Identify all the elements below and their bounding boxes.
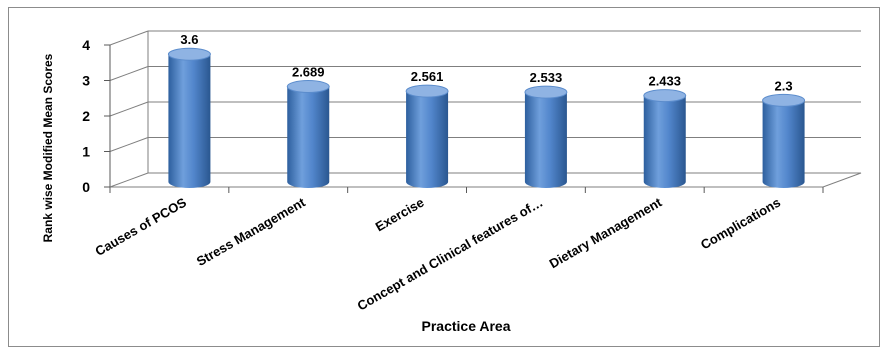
y-tick-label: 3 — [82, 73, 90, 89]
data-label: 2.689 — [292, 65, 325, 80]
y-tick-label: 2 — [82, 108, 90, 124]
bar — [168, 54, 211, 189]
gridline-side — [109, 30, 149, 46]
data-label: 2.533 — [530, 70, 563, 85]
data-label: 2.433 — [648, 74, 681, 89]
gridline-side — [109, 66, 149, 81]
bar-top — [167, 47, 211, 61]
y-tick-label: 1 — [82, 144, 90, 160]
bars — [167, 47, 806, 189]
bar-top — [643, 89, 687, 103]
data-label: 2.561 — [411, 69, 444, 84]
gridline-side — [109, 137, 149, 152]
x-tick-label: Causes of PCOS — [93, 194, 190, 258]
x-tick-label: Stress Management — [194, 194, 308, 269]
gridline-side — [109, 172, 149, 188]
x-tick-label: Concept and Clinical features of… — [355, 195, 546, 314]
bar-top — [762, 93, 806, 107]
bar-top — [405, 84, 449, 98]
bar — [643, 95, 686, 188]
bar-top — [286, 80, 330, 94]
bar — [287, 86, 330, 188]
floor — [110, 172, 862, 188]
y-tick-label: 0 — [82, 179, 90, 195]
bar — [406, 91, 449, 188]
data-label: 2.3 — [775, 78, 793, 93]
gridline-side — [109, 101, 149, 117]
axes — [104, 31, 862, 193]
x-tick-label: Dietary Management — [547, 194, 665, 271]
x-tick-label: Exercise — [373, 195, 427, 235]
bar-top — [524, 85, 568, 99]
data-label: 3.6 — [180, 32, 198, 47]
y-tick-label: 4 — [82, 37, 90, 53]
x-tick-label: Complications — [698, 195, 783, 253]
bar — [524, 92, 567, 188]
bar — [762, 100, 805, 188]
x-axis-title: Practice Area — [422, 318, 511, 334]
gridlines — [109, 30, 861, 188]
y-axis-title: Rank wise Modified Mean Scores — [41, 53, 55, 242]
